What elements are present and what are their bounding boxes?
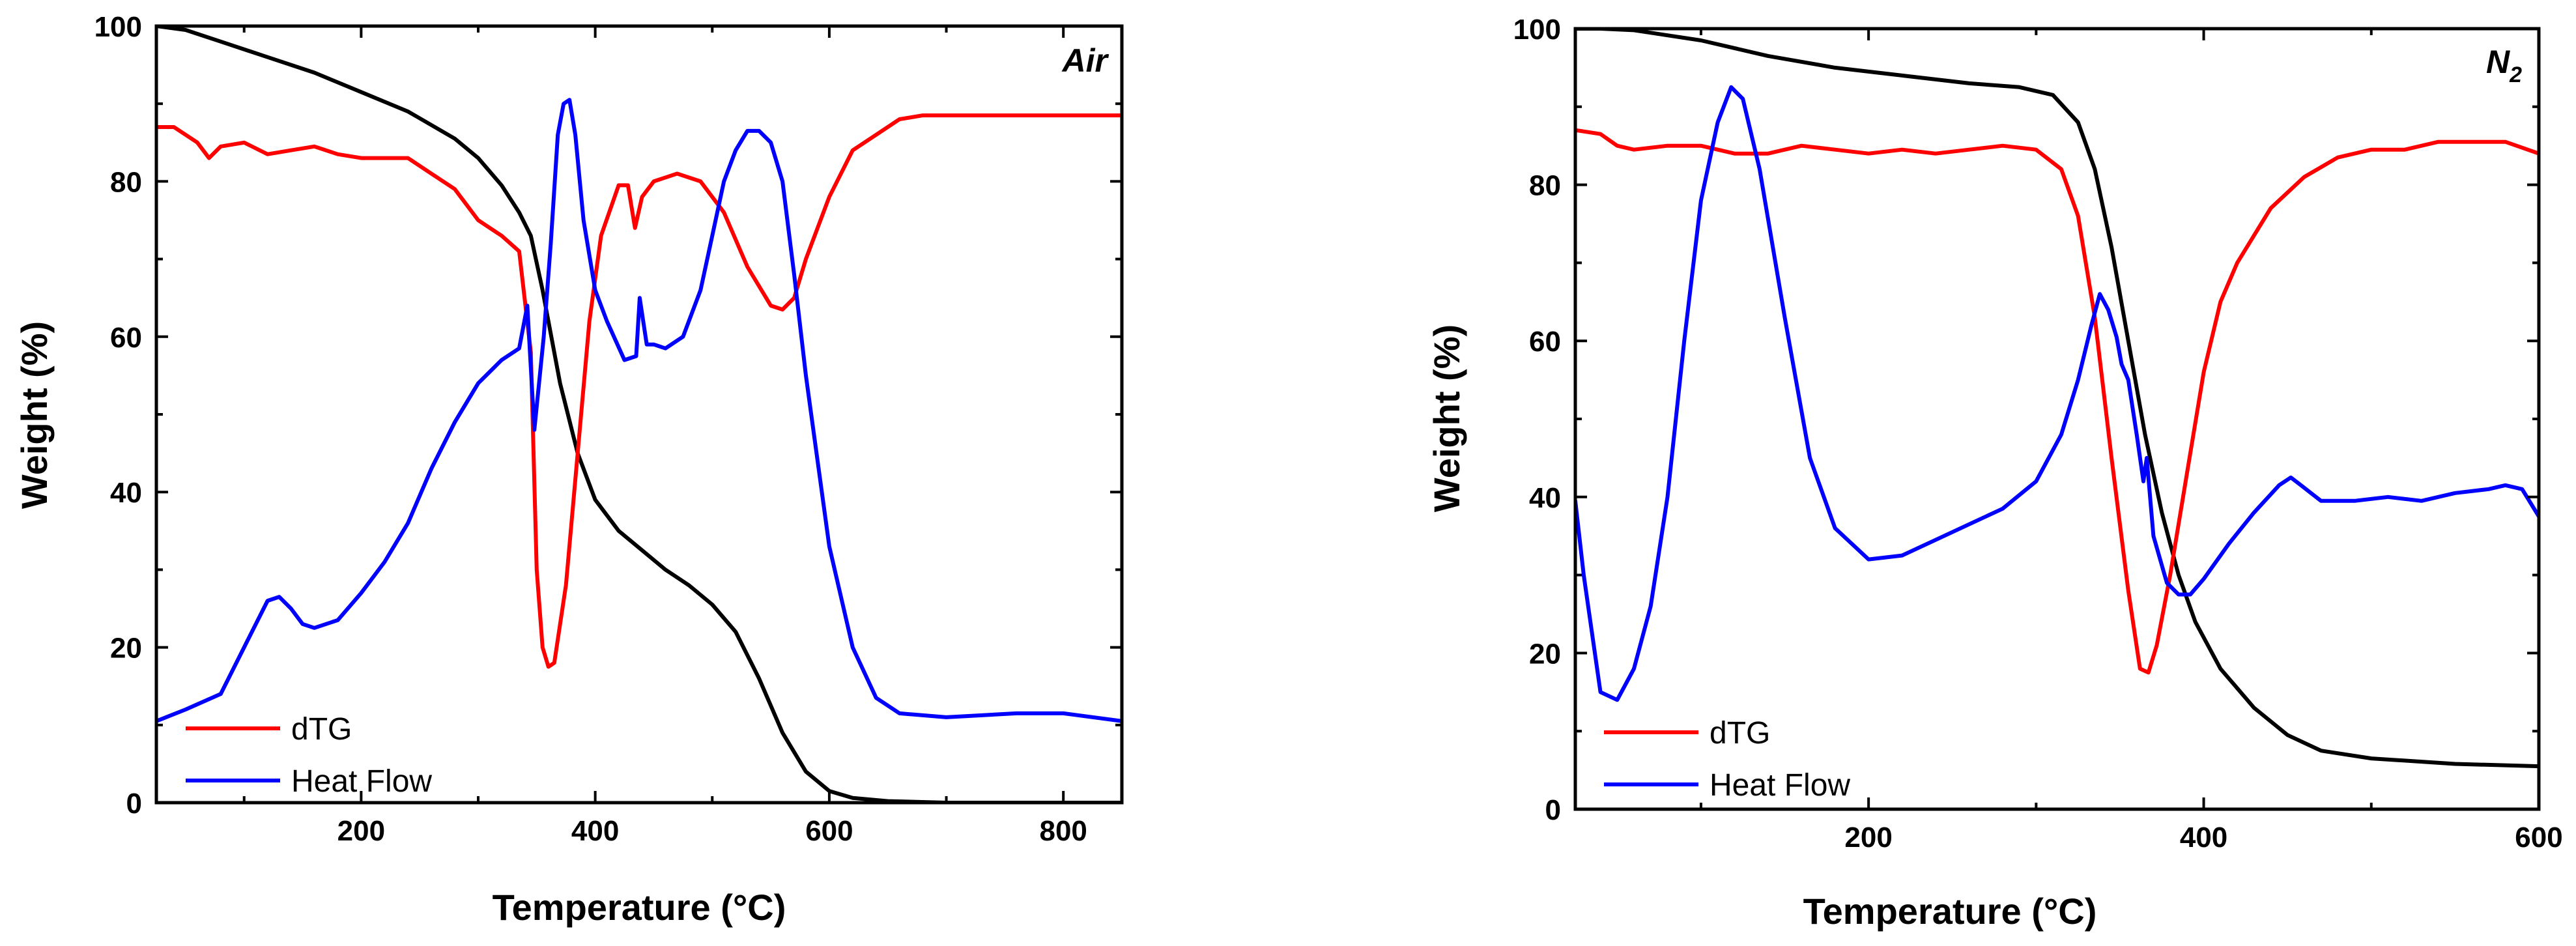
series-line-weight (156, 26, 1122, 803)
y-tick-label: 60 (1529, 326, 1561, 358)
x-axis-title: Temperature (°C) (493, 887, 786, 928)
y-tick-label: 0 (126, 788, 142, 820)
series-line-heat-flow (1575, 85, 2539, 702)
x-tick-label: 800 (1039, 815, 1087, 847)
series-line-dtg (1575, 128, 2539, 675)
chart-nitrogen: 200 400 600 0 20 40 60 80 100 dTG Heat Flow Tempe… (1426, 14, 2563, 932)
y-tick-label: 100 (94, 11, 142, 43)
chart-panel-nitrogen: 200 400 600 0 20 40 60 80 100 dTG Heat Flow Tempe… (1288, 0, 2576, 946)
x-tick-label: 200 (337, 815, 385, 847)
y-tick-label: 0 (1545, 794, 1561, 826)
plot-frame (154, 24, 1124, 805)
x-tick-label: 400 (2180, 822, 2227, 853)
y-tick-label: 80 (110, 166, 142, 198)
x-tick-label: 600 (2515, 822, 2562, 853)
legend-label-dtg: dTG (291, 712, 352, 747)
y-tick-label: 40 (110, 477, 142, 509)
series-line-weight (1575, 29, 2539, 769)
y-axis-title: Weight (%) (1426, 324, 1467, 512)
panel-label-nitrogen: N2 (2486, 44, 2522, 87)
plot-frame (1573, 27, 2541, 811)
y-tick-label: 20 (110, 633, 142, 665)
y-tick-label: 20 (1529, 638, 1561, 670)
chart-panel-air: 200 400 600 800 0 20 40 60 80 100 dTG Heat Flow Te… (14, 11, 1124, 928)
panel-label-subscript: 2 (2509, 63, 2522, 87)
x-tick-label: 600 (805, 815, 853, 847)
series-line-heat-flow (156, 98, 1122, 723)
y-tick-label: 60 (110, 322, 142, 354)
legend-label-heat-flow: Heat Flow (291, 764, 432, 799)
y-tick-label: 100 (1513, 14, 1561, 46)
y-tick-label: 80 (1529, 170, 1561, 202)
series-line-dtg (156, 113, 1122, 669)
y-axis-title: Weight (%) (14, 321, 55, 509)
chart-air: 200 400 600 800 0 20 40 60 80 100 dTG Heat Flow Te… (14, 11, 1124, 928)
legend-label-heat-flow: Heat Flow (1710, 768, 1850, 803)
panel-label-main: N (2486, 44, 2510, 80)
y-tick-label: 40 (1529, 482, 1561, 514)
legend-label-dtg: dTG (1710, 716, 1770, 751)
panel-label-air: Air (1061, 42, 1109, 79)
x-tick-label: 200 (1844, 822, 1892, 853)
x-tick-label: 400 (571, 815, 619, 847)
x-axis-title: Temperature (°C) (1803, 891, 2097, 932)
